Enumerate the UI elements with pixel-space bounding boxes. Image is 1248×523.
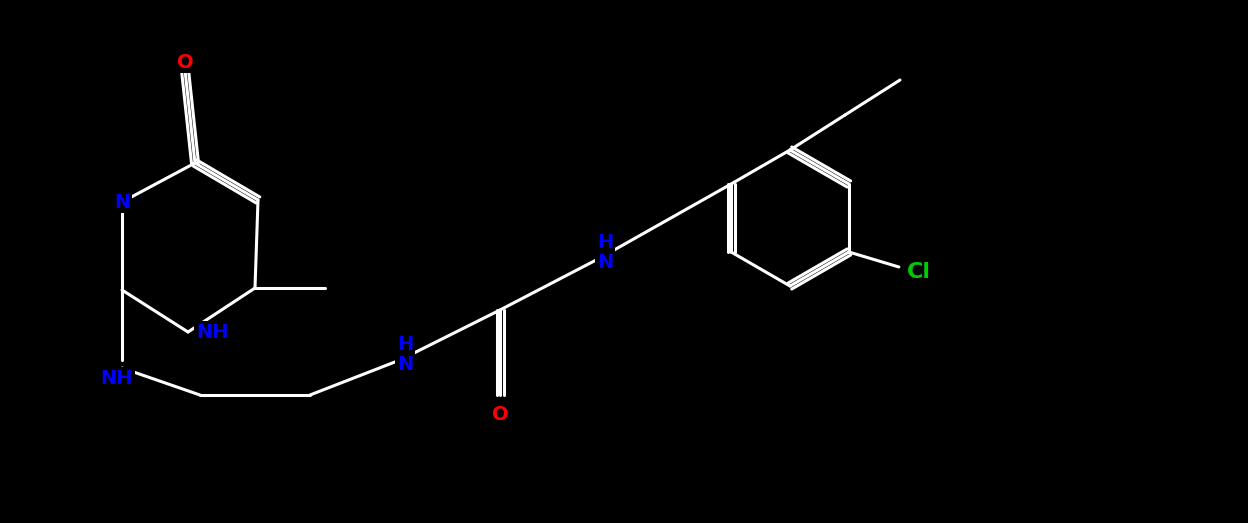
Text: NH: NH	[196, 323, 228, 342]
Text: H: H	[597, 233, 613, 253]
Text: Cl: Cl	[907, 262, 931, 282]
Text: NH: NH	[101, 369, 134, 388]
Text: O: O	[177, 52, 193, 72]
Text: N: N	[597, 254, 613, 272]
Text: N: N	[114, 192, 130, 211]
Text: H: H	[397, 335, 413, 355]
Text: N: N	[397, 356, 413, 374]
Text: O: O	[492, 405, 508, 425]
